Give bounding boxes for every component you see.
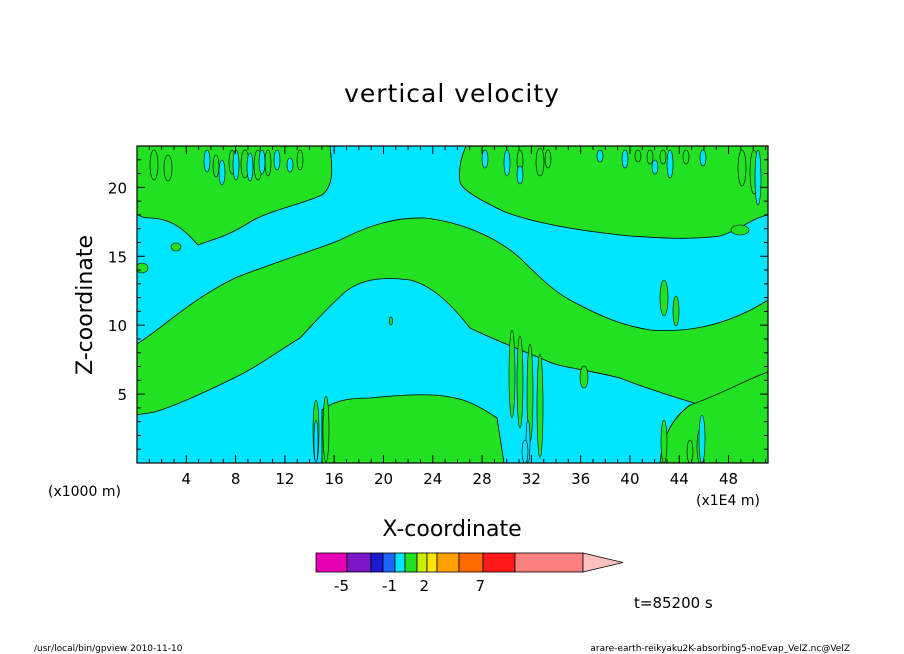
x-tick-label: 48 xyxy=(719,470,738,488)
positive-islet xyxy=(389,316,393,326)
positive-islet xyxy=(137,262,149,274)
positive-streak xyxy=(634,149,642,163)
colorbar-label: -5 xyxy=(334,577,349,595)
x-axis-label: X-coordinate xyxy=(382,517,521,542)
positive-streak xyxy=(737,149,747,187)
positive-streak xyxy=(212,154,220,178)
positive-region-lower-center xyxy=(321,394,505,463)
negative-streak xyxy=(621,149,629,169)
positive-streak xyxy=(579,365,589,389)
x-unit-right: (x1E4 m) xyxy=(696,493,760,509)
positive-streak xyxy=(516,335,524,429)
negative-streak xyxy=(246,152,254,182)
negative-streak xyxy=(273,149,281,171)
positive-streak xyxy=(296,149,304,171)
colorbar-cell xyxy=(436,552,460,573)
y-axis: 5 10 15 20 xyxy=(108,159,768,450)
colorbar-label: 7 xyxy=(475,577,485,595)
positive-streak xyxy=(672,295,680,327)
negative-streak xyxy=(203,149,211,173)
plot-area xyxy=(137,146,768,463)
positive-streak xyxy=(535,147,545,177)
negative-streak xyxy=(699,149,707,167)
positive-streak xyxy=(686,439,694,463)
y-tick-label: 20 xyxy=(108,179,127,197)
negative-streak xyxy=(651,159,659,175)
negative-streak xyxy=(258,149,266,175)
x-tick-label: 24 xyxy=(423,470,442,488)
positive-streak xyxy=(322,395,330,463)
x-axis: 4 8 12 16 20 24 28 32 36 40 44 48 xyxy=(148,146,767,488)
x-tick-label: 8 xyxy=(231,470,241,488)
footer-right: arare-earth-reikyaku2K-absorbing5-noEvap… xyxy=(590,644,850,654)
positive-streak xyxy=(149,149,159,181)
colorbar-cell xyxy=(315,552,348,573)
colorbar-cell xyxy=(382,552,396,573)
positive-streak xyxy=(659,279,669,317)
x-tick-label: 4 xyxy=(182,470,192,488)
x-tick-label: 20 xyxy=(374,470,393,488)
negative-streak xyxy=(698,414,706,463)
positive-region-upper-left xyxy=(137,146,333,246)
colorbar-label: -1 xyxy=(382,577,397,595)
negative-streak xyxy=(754,149,762,206)
chart-title: vertical velocity xyxy=(344,79,560,108)
x-tick-label: 16 xyxy=(325,470,344,488)
negative-streak xyxy=(313,419,319,463)
y-tick-label: 5 xyxy=(117,386,127,404)
colorbar: -5 -1 2 7 xyxy=(315,552,624,595)
negative-streak xyxy=(481,149,489,169)
x-tick-label: 12 xyxy=(275,470,294,488)
negative-streak xyxy=(596,149,604,163)
x-unit-left: (x1000 m) xyxy=(48,484,121,500)
plot-frame xyxy=(136,145,769,464)
time-label: t=85200 s xyxy=(634,594,713,612)
positive-streak xyxy=(544,149,552,169)
negative-streak xyxy=(232,149,240,181)
footer-left: /usr/local/bin/gpview 2010-11-10 xyxy=(34,644,183,654)
negative-streak xyxy=(666,149,674,179)
positive-streak xyxy=(682,149,690,165)
colorbar-label: 2 xyxy=(419,577,429,595)
negative-streak xyxy=(521,439,529,463)
colorbar-cell xyxy=(514,552,584,573)
colorbar-cell xyxy=(404,552,418,573)
positive-islet xyxy=(170,242,182,252)
positive-streak xyxy=(163,154,173,182)
x-tick-label: 28 xyxy=(473,470,492,488)
colorbar-cell xyxy=(426,552,438,573)
colorbar-cell xyxy=(416,552,428,573)
colorbar-cell xyxy=(482,552,516,573)
positive-streak xyxy=(536,353,544,459)
x-tick-label: 32 xyxy=(522,470,541,488)
y-axis-label: Z-coordinate xyxy=(73,235,98,375)
y-tick-label: 10 xyxy=(108,317,127,335)
colorbar-cell xyxy=(394,552,406,573)
colorbar-extend-arrow xyxy=(582,552,624,573)
positive-streak xyxy=(264,149,272,177)
negative-streaks xyxy=(203,149,762,463)
x-tick-label: 44 xyxy=(670,470,689,488)
negative-streak xyxy=(516,165,524,185)
x-tick-label: 40 xyxy=(620,470,639,488)
y-tick-label: 15 xyxy=(108,248,127,266)
colorbar-cell xyxy=(370,552,384,573)
positive-streak xyxy=(660,419,668,463)
negative-streak xyxy=(503,149,511,177)
positive-streak xyxy=(508,329,516,419)
positive-streak xyxy=(646,149,654,165)
negative-streak xyxy=(286,157,294,173)
x-tick-label: 36 xyxy=(571,470,590,488)
colorbar-cell xyxy=(346,552,372,573)
positive-islet xyxy=(730,224,750,236)
negative-streak xyxy=(218,159,226,186)
positive-streak xyxy=(659,149,667,165)
colorbar-cell xyxy=(458,552,484,573)
